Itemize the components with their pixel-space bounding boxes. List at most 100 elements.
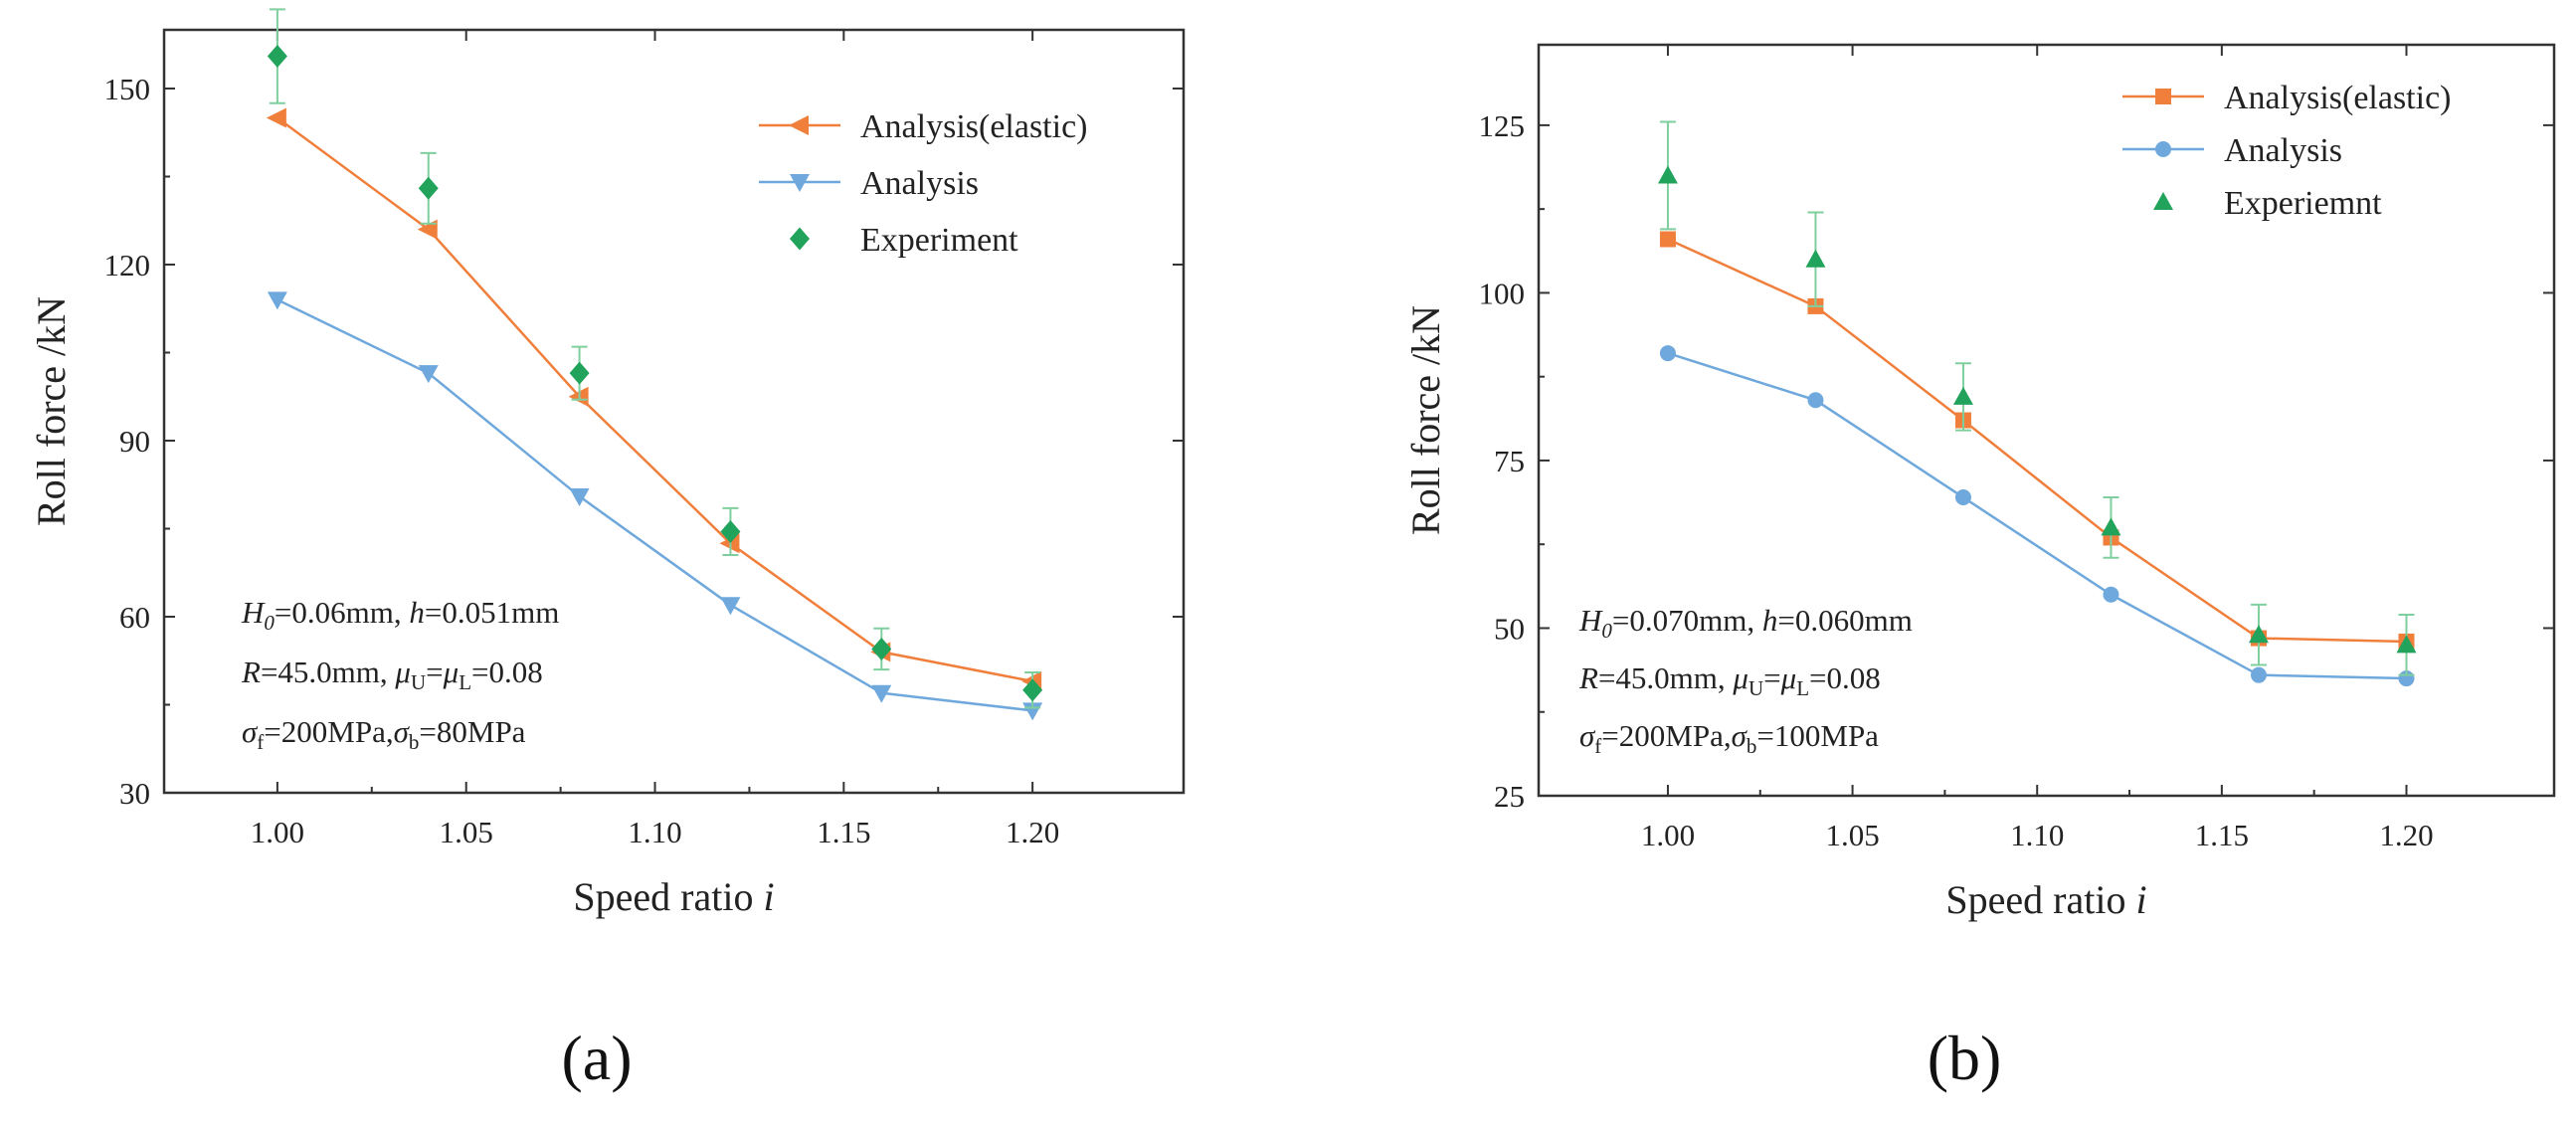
panel-label: (a) [561, 1023, 632, 1093]
y-tick-label: 75 [1494, 444, 1525, 478]
y-tick-label: 60 [119, 600, 150, 635]
annotation-segment: μ [443, 655, 460, 689]
x-axis-title-variable: i [763, 874, 774, 919]
legend-label: Analysis(elastic) [860, 108, 1088, 145]
data-point [1952, 386, 1973, 405]
annotation-segment: b [409, 730, 420, 754]
data-point [569, 488, 590, 507]
annotation-segment: 0 [264, 611, 275, 635]
series-2 [267, 8, 1043, 709]
annotation-segment: =200MPa, [1601, 718, 1731, 753]
y-axis-title: Roll force /kN [1403, 305, 1448, 535]
annotation-segment: =0.06mm, [275, 595, 409, 630]
data-point [267, 45, 287, 69]
series-line [1667, 238, 2407, 644]
y-tick-label: 50 [1494, 611, 1525, 646]
series-line [276, 298, 1033, 712]
annotation-segment: μ [1732, 660, 1748, 695]
data-point [267, 291, 287, 310]
plot-frame [1537, 43, 2556, 798]
data-point [1659, 231, 1676, 248]
annotation-segment: μ [394, 655, 411, 689]
annotation-segment: σ [242, 714, 259, 749]
annotation-segment: =0.051mm [425, 595, 559, 630]
legend-label: Experiemnt [2224, 185, 2382, 222]
data-point [2396, 635, 2417, 654]
annotation-segment: =45.0mm, [1598, 660, 1733, 695]
data-point [871, 684, 892, 703]
chart-panel-a: 1.00 1.05 1.10 1.15 1.20 30 60 90 120 150 Roll for… [29, 8, 1186, 1093]
legend-label: Experiment [860, 222, 1018, 259]
y-tick-label: 125 [1479, 108, 1526, 143]
annotation-segment: L [459, 670, 471, 694]
data-point [569, 361, 590, 385]
annotation-segment: =0.08 [471, 655, 543, 689]
data-point [418, 365, 439, 384]
parameter-annotation: σf=200MPa,σb=100MPa [1579, 718, 1879, 758]
panel-label: (b) [1928, 1023, 2002, 1093]
series-1 [1659, 345, 2415, 687]
data-point [2101, 517, 2121, 536]
x-tick-label: 1.05 [440, 815, 493, 849]
legend-label: Analysis [2224, 132, 2342, 169]
x-tick-label: 1.10 [2010, 818, 2064, 852]
series-1 [267, 291, 1043, 721]
x-tick-label: 1.00 [1641, 818, 1695, 852]
annotation-segment: σ [1579, 718, 1596, 753]
annotation-segment: =0.070mm, [1612, 603, 1762, 638]
x-axis-title: Speed ratio i [573, 874, 774, 919]
x-tick-label: 1.15 [817, 815, 870, 849]
parameter-annotation: H0=0.06mm, h=0.051mm [241, 595, 559, 635]
annotation-segment: =0.060mm [1777, 603, 1912, 638]
legend-marker [2155, 141, 2171, 157]
data-point [1954, 489, 1971, 506]
series-line [1667, 351, 2407, 680]
annotation-segment: = [1763, 660, 1780, 695]
annotation-segment: μ [1780, 660, 1797, 695]
series-2 [1657, 120, 2417, 676]
annotation-segment: b [1747, 734, 1757, 758]
data-point [1807, 392, 1824, 409]
legend-marker [789, 115, 809, 135]
parameter-annotation: R=45.0mm, μU=μL=0.08 [1578, 660, 1881, 700]
x-axis-title-text: Speed ratio [573, 874, 753, 919]
legend: Analysis(elastic) Analysis Experiment [759, 108, 1088, 259]
annotation-segment: f [257, 730, 264, 754]
data-point [2250, 666, 2267, 683]
annotation-segment: =200MPa, [264, 714, 393, 749]
legend: Analysis(elastic) Analysis Experiemnt [2122, 80, 2452, 222]
annotation-segment: =80MPa [419, 714, 525, 749]
annotation-segment: h [1762, 603, 1778, 638]
annotation-segment: H [241, 595, 266, 630]
annotation-segment: σ [1732, 718, 1748, 753]
data-point [2248, 625, 2269, 644]
y-axis-title: Roll force /kN [29, 296, 74, 526]
data-point [1657, 165, 1678, 184]
legend-marker [790, 174, 810, 192]
parameter-annotation: H0=0.070mm, h=0.060mm [1578, 603, 1913, 643]
annotation-segment: h [409, 595, 425, 630]
annotation-segment: =100MPa [1756, 718, 1879, 753]
x-axis-title-gap [753, 874, 763, 919]
legend-marker [2155, 89, 2171, 104]
plot-frame [162, 28, 1186, 795]
annotation-segment: R [1578, 660, 1598, 695]
chart-panel-b: 1.00 1.05 1.10 1.15 1.20 25 50 75 100 125 Roll for… [1403, 43, 2556, 1093]
series-0 [1659, 231, 2415, 650]
annotation-segment: L [1796, 676, 1809, 700]
y-tick-label: 120 [104, 248, 151, 282]
x-axis-title-gap [2125, 877, 2135, 922]
legend-label: Analysis [860, 165, 979, 202]
annotation-segment: σ [394, 714, 411, 749]
legend-marker [2153, 192, 2173, 210]
x-axis-title-text: Speed ratio [1945, 877, 2125, 922]
parameter-annotation: R=45.0mm, μU=μL=0.08 [241, 655, 543, 694]
data-point [1805, 249, 1826, 268]
data-point [871, 637, 892, 660]
annotation-segment: R [241, 655, 261, 689]
annotation-segment: =45.0mm, [261, 655, 395, 689]
data-point [1022, 678, 1043, 702]
annotation-segment: U [411, 670, 426, 694]
x-tick-label: 1.00 [251, 815, 304, 849]
